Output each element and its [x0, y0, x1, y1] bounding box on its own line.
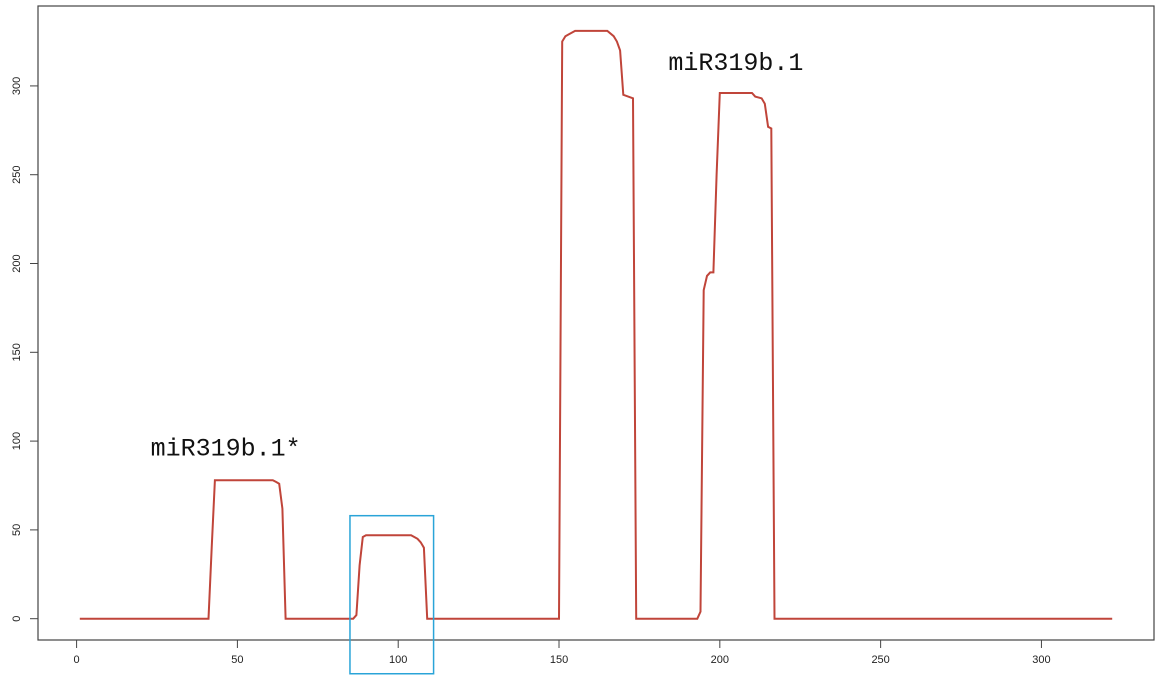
annotation-mir319b-1-star: miR319b.1* [151, 434, 301, 463]
plot-frame [37, 5, 1155, 641]
y-axis: 0 50 100 150 200 250 300 [11, 77, 38, 622]
y-tick-label: 100 [11, 432, 23, 450]
x-tick-label: 100 [389, 654, 407, 666]
x-tick-label: 250 [871, 654, 889, 666]
x-tick-label: 300 [1032, 654, 1050, 666]
x-tick-label: 0 [74, 654, 80, 666]
y-tick-label: 250 [11, 166, 23, 184]
y-tick-label: 150 [11, 343, 23, 361]
x-tick-label: 150 [550, 654, 568, 666]
y-tick-label: 50 [11, 524, 23, 536]
y-tick-label: 200 [11, 254, 23, 272]
x-tick-label: 200 [711, 654, 729, 666]
series-line [79, 29, 1113, 620]
highlight-box [349, 514, 435, 675]
x-axis: 0 50 100 150 200 250 300 [74, 640, 1051, 666]
x-tick-label: 50 [231, 654, 243, 666]
y-tick-label: 300 [11, 77, 23, 95]
y-tick-label: 0 [11, 616, 23, 622]
annotation-mir319b-1: miR319b.1 [668, 49, 803, 78]
